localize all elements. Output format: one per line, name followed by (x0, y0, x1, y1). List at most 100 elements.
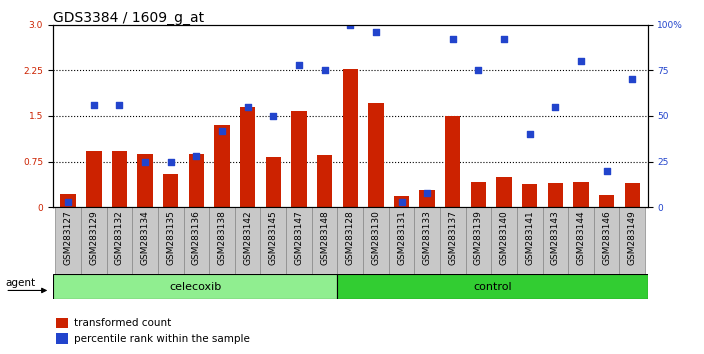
Bar (112, 151, 127, 207)
FancyBboxPatch shape (56, 207, 81, 274)
Point (524, 131, 535, 137)
Point (165, 159, 177, 164)
Point (191, 153, 202, 159)
Point (473, 68, 484, 73)
Point (294, 62, 305, 68)
Text: agent: agent (6, 278, 35, 288)
Point (268, 113, 279, 119)
Text: celecoxib: celecoxib (169, 282, 221, 292)
Text: GSM283139: GSM283139 (474, 210, 483, 266)
Point (601, 168, 612, 173)
Text: GSM283133: GSM283133 (422, 210, 432, 266)
Text: GSM283138: GSM283138 (218, 210, 227, 266)
Bar (368, 103, 384, 207)
FancyBboxPatch shape (363, 207, 389, 274)
Text: control: control (473, 282, 512, 292)
Bar (573, 182, 589, 207)
Bar (61, 194, 76, 207)
Bar (240, 107, 256, 207)
Text: GSM283146: GSM283146 (602, 210, 611, 265)
FancyBboxPatch shape (260, 207, 286, 274)
Text: GSM283142: GSM283142 (243, 210, 252, 265)
Text: GDS3384 / 1609_g_at: GDS3384 / 1609_g_at (53, 11, 204, 25)
Point (88, 102, 99, 108)
Text: percentile rank within the sample: percentile rank within the sample (74, 333, 249, 343)
Text: GSM283145: GSM283145 (269, 210, 278, 265)
Text: GSM283140: GSM283140 (500, 210, 508, 265)
FancyBboxPatch shape (312, 207, 337, 274)
FancyBboxPatch shape (440, 207, 465, 274)
FancyBboxPatch shape (184, 207, 209, 274)
FancyBboxPatch shape (53, 274, 337, 299)
Text: GSM283143: GSM283143 (551, 210, 560, 265)
Text: GSM283131: GSM283131 (397, 210, 406, 266)
Point (498, 36, 510, 42)
Bar (394, 196, 409, 207)
FancyBboxPatch shape (158, 207, 184, 274)
Text: GSM283135: GSM283135 (166, 210, 175, 266)
FancyBboxPatch shape (465, 207, 491, 274)
Point (447, 36, 458, 42)
Text: GSM283147: GSM283147 (294, 210, 303, 265)
Bar (624, 183, 640, 207)
Text: GSM283136: GSM283136 (192, 210, 201, 266)
Point (63, 199, 74, 205)
Bar (471, 182, 486, 207)
Bar (56, 318, 68, 329)
Bar (317, 155, 332, 207)
FancyBboxPatch shape (491, 207, 517, 274)
FancyBboxPatch shape (389, 207, 415, 274)
Text: GSM283130: GSM283130 (372, 210, 380, 266)
Text: GSM283144: GSM283144 (577, 210, 586, 265)
Bar (445, 116, 460, 207)
Point (242, 104, 253, 110)
Bar (291, 111, 307, 207)
FancyBboxPatch shape (337, 207, 363, 274)
Bar (599, 195, 615, 207)
Point (114, 102, 125, 108)
FancyBboxPatch shape (620, 207, 645, 274)
Text: GSM283149: GSM283149 (628, 210, 637, 265)
FancyBboxPatch shape (415, 207, 440, 274)
FancyBboxPatch shape (106, 207, 132, 274)
Point (550, 104, 561, 110)
Text: GSM283132: GSM283132 (115, 210, 124, 265)
Point (319, 68, 330, 73)
Bar (343, 69, 358, 207)
FancyBboxPatch shape (337, 274, 648, 299)
Point (139, 159, 151, 164)
Bar (496, 177, 512, 207)
Bar (420, 190, 435, 207)
FancyBboxPatch shape (568, 207, 594, 274)
Bar (163, 174, 178, 207)
Text: GSM283128: GSM283128 (346, 210, 355, 265)
Bar (56, 333, 68, 343)
FancyBboxPatch shape (517, 207, 543, 274)
Bar (522, 184, 537, 207)
Point (370, 29, 382, 35)
Bar (189, 154, 204, 207)
Point (422, 190, 433, 195)
Text: GSM283129: GSM283129 (89, 210, 99, 265)
Bar (86, 151, 101, 207)
FancyBboxPatch shape (81, 207, 106, 274)
Bar (214, 125, 230, 207)
FancyBboxPatch shape (132, 207, 158, 274)
FancyBboxPatch shape (209, 207, 235, 274)
Bar (137, 154, 153, 207)
Point (575, 58, 586, 64)
Bar (265, 157, 281, 207)
FancyBboxPatch shape (594, 207, 620, 274)
Point (396, 199, 407, 205)
FancyBboxPatch shape (235, 207, 260, 274)
Text: GSM283134: GSM283134 (141, 210, 150, 265)
Text: GSM283141: GSM283141 (525, 210, 534, 265)
Point (216, 128, 227, 133)
Text: GSM283137: GSM283137 (448, 210, 458, 266)
FancyBboxPatch shape (286, 207, 312, 274)
Point (627, 76, 638, 82)
Text: transformed count: transformed count (74, 318, 171, 329)
Text: GSM283148: GSM283148 (320, 210, 329, 265)
Point (345, 22, 356, 28)
Bar (548, 183, 563, 207)
